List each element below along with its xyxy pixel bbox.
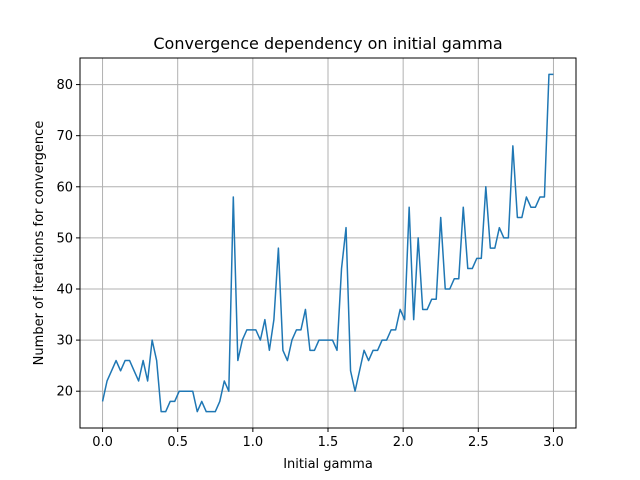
x-axis-label: Initial gamma — [283, 457, 373, 472]
y-axis: 20 30 40 50 60 70 80 — [56, 78, 80, 400]
series-line — [101, 73, 554, 413]
chart-title: Convergence dependency on initial gamma — [153, 34, 502, 53]
y-tick-label: 60 — [56, 180, 73, 195]
x-tick-label: 2.5 — [468, 435, 489, 450]
x-tick-label: 0.0 — [92, 435, 113, 450]
x-tick-label: 1.5 — [318, 435, 339, 450]
y-tick-label: 50 — [56, 231, 73, 246]
y-tick-label: 40 — [56, 282, 73, 297]
y-tick-label: 30 — [56, 334, 73, 349]
x-tick-label: 3.0 — [543, 435, 564, 450]
grid — [80, 58, 576, 428]
y-axis-label: Number of iterations for convergence — [32, 121, 47, 366]
x-tick-label: 0.5 — [167, 435, 188, 450]
y-tick-label: 80 — [56, 78, 73, 93]
x-tick-label: 1.0 — [243, 435, 264, 450]
y-tick-label: 70 — [56, 129, 73, 144]
x-axis: 0.0 0.5 1.0 1.5 2.0 2.5 3.0 — [92, 428, 564, 450]
x-tick-label: 2.0 — [393, 435, 414, 450]
y-tick-label: 20 — [56, 385, 73, 400]
